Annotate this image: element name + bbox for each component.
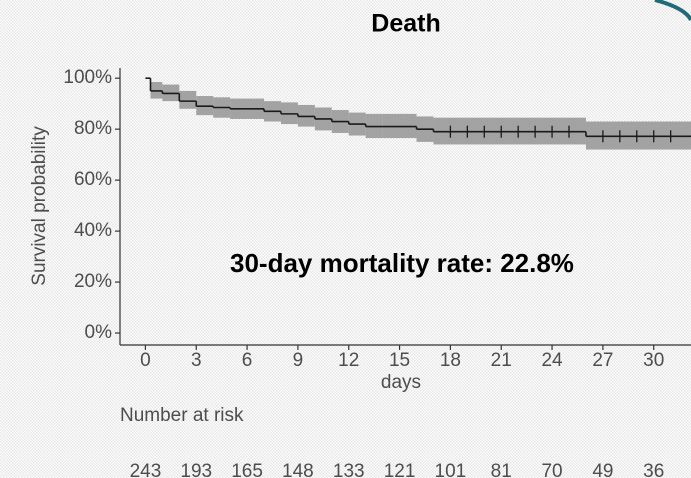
risk-count: 49 bbox=[592, 461, 613, 478]
risk-count: 133 bbox=[333, 461, 365, 478]
x-tick-label: 15 bbox=[389, 350, 410, 371]
y-tick-label: 0% bbox=[85, 322, 113, 343]
x-tick-label: 6 bbox=[242, 350, 253, 371]
x-tick-label: 9 bbox=[293, 350, 304, 371]
x-axis-label: days bbox=[381, 372, 421, 393]
x-tick-label: 21 bbox=[491, 350, 512, 371]
risk-count: 101 bbox=[435, 461, 467, 478]
corner-decoration bbox=[654, 0, 691, 22]
x-tick-label: 18 bbox=[440, 350, 461, 371]
confidence-band bbox=[179, 90, 197, 109]
x-tick-label: 0 bbox=[140, 350, 151, 371]
y-axis-label: Survival probability bbox=[29, 126, 50, 286]
x-tick-label: 12 bbox=[338, 350, 359, 371]
risk-count: 243 bbox=[130, 461, 162, 478]
y-tick-label: 80% bbox=[74, 118, 112, 139]
risk-count: 70 bbox=[541, 461, 562, 478]
y-tick-label: 20% bbox=[74, 271, 112, 292]
risk-count: 148 bbox=[282, 461, 314, 478]
x-tick-label: 24 bbox=[541, 350, 563, 371]
y-tick-label: 100% bbox=[63, 67, 112, 88]
risk-count: 121 bbox=[384, 461, 416, 478]
y-tick-label: 60% bbox=[74, 169, 112, 190]
y-tick-label: 40% bbox=[74, 220, 112, 241]
x-tick-label: 3 bbox=[191, 350, 202, 371]
chart-title: Death bbox=[371, 10, 440, 38]
x-tick-label: 27 bbox=[592, 350, 613, 371]
risk-count: 193 bbox=[180, 461, 212, 478]
risk-count: 81 bbox=[491, 461, 512, 478]
risk-count: 165 bbox=[231, 461, 263, 478]
x-tick-label: 30 bbox=[643, 350, 664, 371]
risk-table-title: Number at risk bbox=[120, 405, 244, 426]
annotation: 30-day mortality rate: 22.8% bbox=[230, 248, 574, 278]
risk-count: 36 bbox=[643, 461, 664, 478]
